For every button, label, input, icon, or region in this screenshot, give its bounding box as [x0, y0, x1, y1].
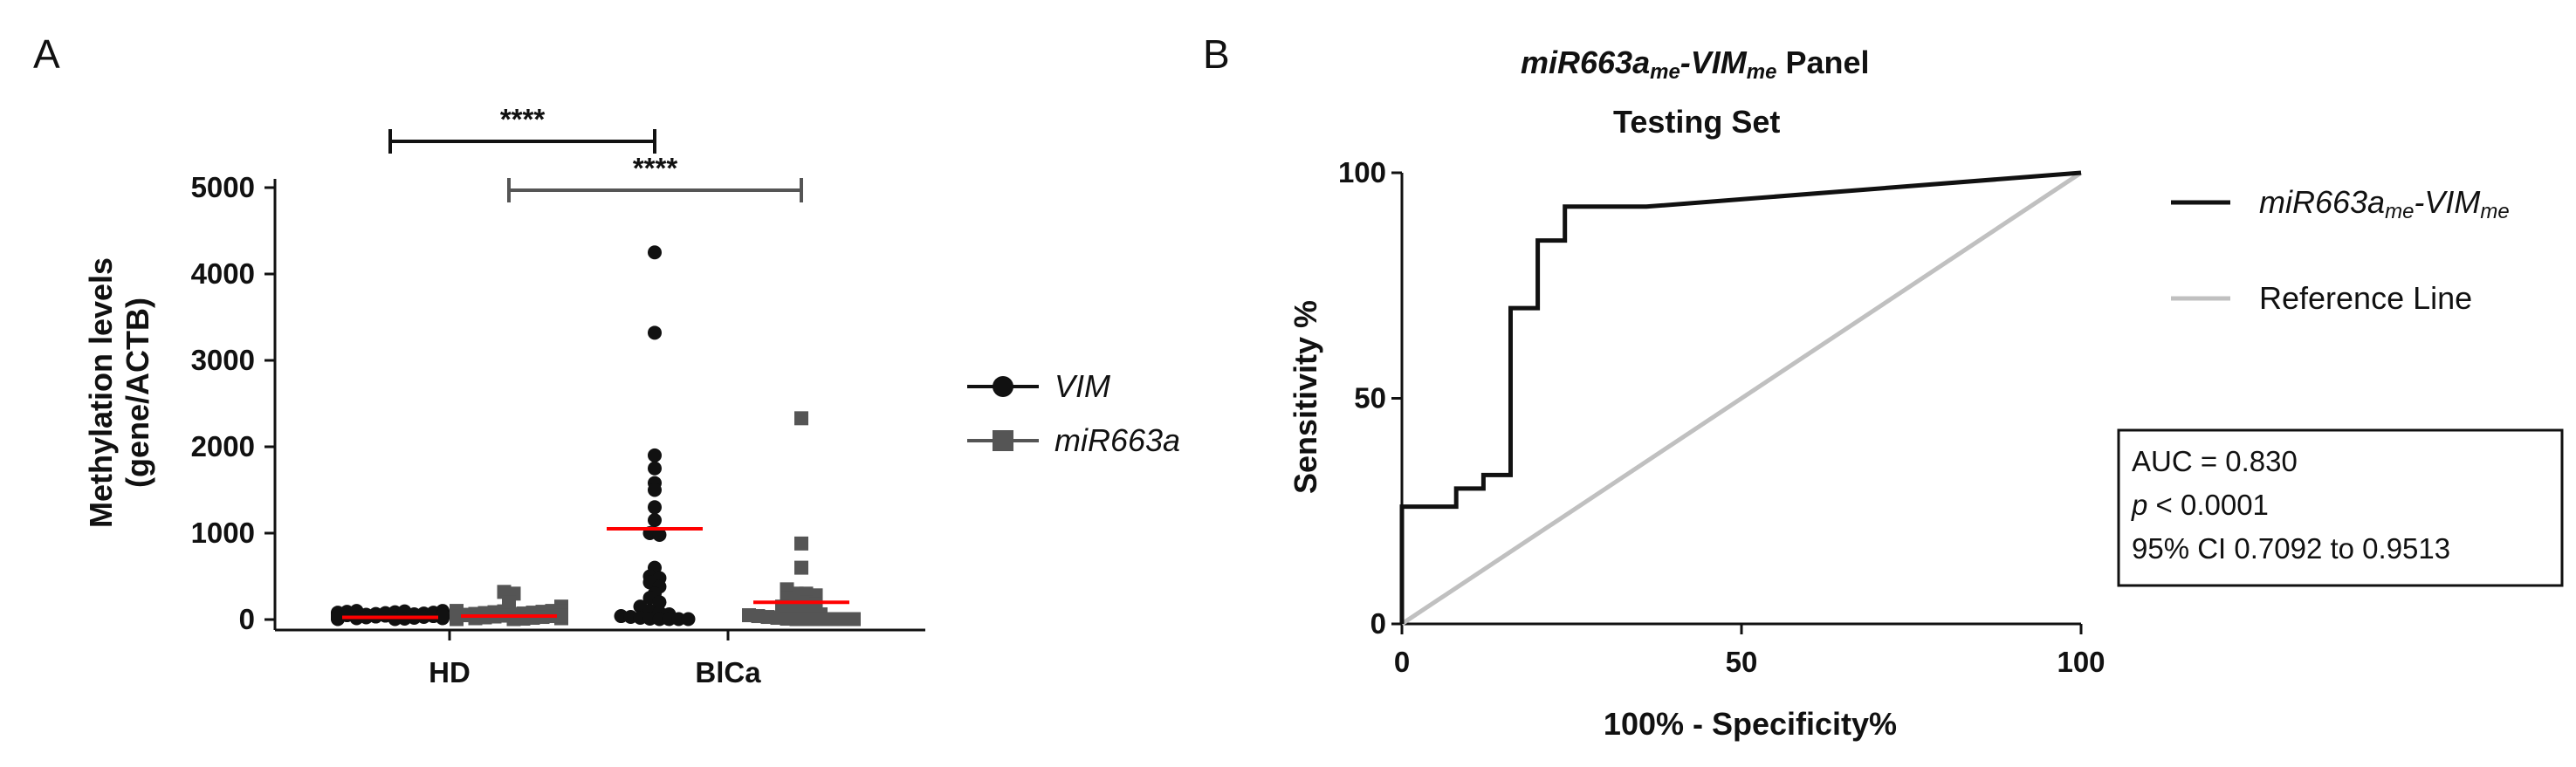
legend-roc-sub2: me	[2480, 200, 2509, 223]
panel-b-subtitle: Testing Set	[1613, 104, 1780, 140]
legend-vim-marker	[993, 376, 1013, 397]
y-tick-label: 1000	[191, 517, 255, 549]
x-tick-label: BlCa	[695, 656, 761, 688]
panel-b-xlabel: 100% - Specificity%	[1604, 706, 1897, 742]
title-main: miR663a	[1521, 45, 1650, 80]
panel-b-label: B	[1203, 31, 1230, 77]
panel-a-ylabel-line2: (gene/ACTB)	[120, 298, 155, 488]
legend-item-reference: Reference Line	[2171, 280, 2472, 316]
data-point-vim	[648, 461, 662, 476]
panel-b-title: miR663ame-VIMme Panel	[1521, 45, 1870, 84]
significance-label: ****	[633, 152, 678, 184]
y-tick-label: 2000	[191, 430, 255, 462]
stats-p-value: < 0.0001	[2147, 489, 2269, 521]
x-tick-label: 100	[2057, 646, 2105, 678]
data-point-mir663a	[847, 612, 861, 627]
data-point-vim	[648, 448, 662, 462]
title-sub1: me	[1650, 60, 1680, 84]
data-point-vim	[648, 513, 662, 528]
panel-a-y-ticks: 0 1000 2000 3000 4000 5000	[191, 171, 275, 635]
data-point-vim	[671, 612, 686, 627]
y-tick-label: 0	[1370, 607, 1386, 640]
panel-b-legend: miR663ame-VIMme Reference Line	[2171, 184, 2510, 316]
x-tick-label: HD	[429, 656, 471, 688]
roc-curve	[1399, 170, 2082, 624]
panel-b: B miR663ame-VIMme Panel Testing Set Sens…	[1203, 31, 2564, 742]
x-tick-label: 0	[1394, 646, 1410, 678]
data-point-vim	[652, 595, 667, 610]
panel-a-label: A	[33, 31, 60, 77]
data-point-vim	[648, 500, 662, 515]
legend-roc-sub1: me	[2385, 200, 2414, 223]
data-point-vim	[662, 612, 677, 627]
data-point-vim	[648, 325, 662, 340]
y-tick-label: 3000	[191, 344, 255, 376]
stats-p: p < 0.0001	[2131, 489, 2269, 521]
title-mid: -VIM	[1680, 45, 1748, 80]
stats-box: AUC = 0.830 p < 0.0001 95% CI 0.7092 to …	[2117, 428, 2564, 587]
legend-mir-label: miR663a	[1054, 422, 1180, 458]
legend-item-mir663a: miR663a	[967, 422, 1180, 458]
panel-b-ylabel: Sensitivity %	[1288, 300, 1323, 494]
x-tick-label: 50	[1726, 646, 1758, 678]
y-tick-label: 0	[239, 603, 255, 635]
stats-auc: AUC = 0.830	[2132, 445, 2298, 477]
data-point-vim	[648, 483, 662, 497]
panel-b-lines	[1399, 170, 2083, 627]
stats-ci: 95% CI 0.7092 to 0.9513	[2132, 532, 2450, 565]
panel-a-significance: **** ****	[388, 103, 803, 202]
legend-item-roc: miR663ame-VIMme	[2171, 184, 2510, 223]
panel-a: A Methylation levels (gene/ACTB) 0 1000 20…	[33, 31, 1180, 688]
y-tick-label: 100	[1338, 156, 1386, 188]
data-point-vim	[652, 527, 667, 542]
panel-a-ylabel: Methylation levels (gene/ACTB)	[83, 257, 155, 528]
panel-a-means	[342, 527, 849, 620]
stats-box-border	[2117, 428, 2564, 587]
y-tick-label: 50	[1354, 382, 1386, 414]
data-point-vim	[648, 245, 662, 260]
stats-p-label: p	[2131, 489, 2147, 521]
legend-mir-marker	[993, 430, 1013, 451]
legend-vim-label: VIM	[1054, 368, 1110, 404]
data-point-mir663a	[794, 536, 808, 551]
data-point-vim	[681, 612, 696, 627]
legend-roc-label: miR663ame-VIMme	[2259, 184, 2510, 223]
panel-a-legend: VIM miR663a	[967, 368, 1180, 458]
legend-item-vim: VIM	[967, 368, 1110, 404]
panel-b-x-ticks: 0 50 100	[1394, 624, 2105, 678]
legend-roc-mid: -VIM	[2414, 184, 2480, 220]
significance-label: ****	[500, 103, 546, 135]
data-point-vim	[436, 608, 450, 623]
data-point-mir663a	[554, 608, 568, 623]
panel-a-ylabel-line1: Methylation levels	[83, 257, 119, 528]
y-tick-label: 5000	[191, 171, 255, 203]
legend-reference-label: Reference Line	[2259, 280, 2472, 316]
title-end: Panel	[1776, 45, 1869, 80]
data-point-mir663a	[794, 411, 808, 426]
title-sub2: me	[1747, 60, 1777, 84]
legend-roc-main: miR663a	[2259, 184, 2385, 220]
panel-a-x-ticks: HD BlCa	[429, 630, 761, 688]
panel-a-points	[331, 245, 861, 627]
data-point-vim	[652, 612, 667, 627]
data-point-mir663a	[794, 560, 808, 575]
panel-b-y-ticks: 0 50 100	[1338, 156, 1402, 640]
y-tick-label: 4000	[191, 257, 255, 290]
reference-line	[1400, 170, 2083, 627]
